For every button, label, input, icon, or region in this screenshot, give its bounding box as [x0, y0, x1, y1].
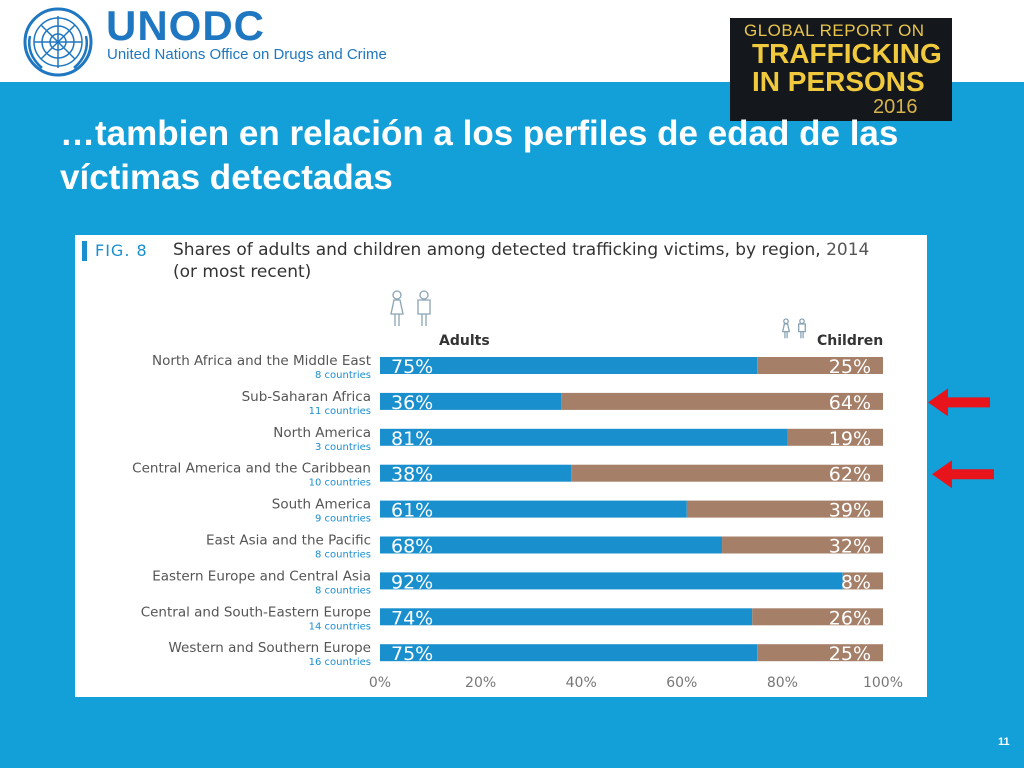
- bar-children: [757, 644, 883, 662]
- region-label: Central and South-Eastern Europe: [141, 604, 371, 620]
- region-label: Central America and the Caribbean: [132, 461, 371, 477]
- stacked-bar-chart: Adults Children North Africa and the Middl…: [132, 290, 903, 691]
- figure-label: FIG. 8: [95, 241, 148, 260]
- region-label: Western and Southern Europe: [168, 640, 371, 656]
- x-tick-label: 0%: [369, 675, 391, 691]
- bar-children: [686, 500, 883, 518]
- bar-children: [757, 357, 883, 374]
- label-adults: 68%: [391, 536, 433, 558]
- label-children: 8%: [841, 571, 871, 593]
- legend-children: Children: [817, 333, 883, 349]
- bar-adults: [380, 428, 788, 446]
- bar-adults: [380, 536, 723, 554]
- country-count: 3 countries: [315, 442, 371, 453]
- country-count: 11 countries: [309, 406, 371, 417]
- region-label: North America: [273, 425, 371, 441]
- figure-panel: FIG. 8 Shares of adults and children amo…: [75, 235, 927, 697]
- country-count: 16 countries: [309, 657, 371, 668]
- figure-title: Shares of adults and children among dete…: [173, 239, 925, 283]
- label-adults: 81%: [391, 428, 433, 450]
- label-children: 25%: [829, 356, 871, 378]
- report-cover-line2: TRAFFICKING: [752, 38, 942, 69]
- bar-adults: [380, 644, 758, 662]
- label-children: 26%: [829, 607, 871, 629]
- region-label: Eastern Europe and Central Asia: [152, 568, 371, 584]
- label-adults: 75%: [391, 356, 433, 378]
- label-adults: 92%: [391, 571, 433, 593]
- country-count: 14 countries: [309, 621, 371, 632]
- label-adults: 36%: [391, 392, 433, 414]
- label-children: 25%: [829, 643, 871, 665]
- report-cover: GLOBAL REPORT ON TRAFFICKING IN PERSONS …: [730, 18, 952, 121]
- bar-adults: [380, 500, 687, 518]
- figure-title-note: (or most recent): [173, 262, 312, 282]
- x-tick-label: 40%: [566, 675, 597, 691]
- region-label: South America: [272, 497, 371, 513]
- x-tick-label: 20%: [465, 675, 496, 691]
- label-adults: 75%: [391, 643, 433, 665]
- region-label: East Asia and the Pacific: [206, 533, 371, 549]
- figure-marker: [82, 241, 87, 261]
- adult-male-icon: [417, 290, 431, 326]
- figure-title-year: 2014: [826, 240, 870, 260]
- child-male-icon: [798, 318, 806, 339]
- un-emblem-icon: [23, 7, 93, 77]
- country-count: 10 countries: [309, 478, 371, 489]
- country-count: 8 countries: [315, 550, 371, 561]
- bar-adults: [380, 464, 572, 482]
- child-female-icon: [781, 318, 791, 339]
- country-count: 8 countries: [315, 585, 371, 596]
- slide-title: …tambien en relación a los perfiles de e…: [60, 114, 899, 197]
- bar-children: [561, 392, 883, 410]
- bar-children: [571, 464, 883, 482]
- bar-children: [842, 572, 883, 590]
- bar-children: [787, 428, 883, 446]
- x-tick-label: 60%: [666, 675, 697, 691]
- label-adults: 61%: [391, 500, 433, 522]
- label-adults: 74%: [391, 607, 433, 629]
- x-tick-label: 80%: [767, 675, 798, 691]
- x-tick-label: 100%: [863, 675, 903, 691]
- country-count: 8 countries: [315, 370, 371, 381]
- legend-adults: Adults: [439, 333, 490, 349]
- bar-adults: [380, 572, 843, 590]
- bar-adults: [380, 608, 753, 626]
- bar-children: [752, 608, 883, 626]
- brand-name: UNODC: [106, 2, 265, 49]
- country-count: 9 countries: [315, 514, 371, 525]
- label-children: 62%: [829, 464, 871, 486]
- label-children: 32%: [829, 536, 871, 558]
- label-children: 64%: [829, 392, 871, 414]
- bar-adults: [380, 392, 562, 410]
- bar-children: [722, 536, 883, 554]
- bar-adults: [380, 357, 758, 374]
- page-number: 11: [998, 736, 1010, 748]
- region-label: Sub-Saharan Africa: [242, 389, 371, 405]
- figure-title-text: Shares of adults and children among dete…: [173, 240, 821, 260]
- label-children: 39%: [829, 500, 871, 522]
- label-adults: 38%: [391, 464, 433, 486]
- region-label: North Africa and the Middle East: [152, 353, 371, 369]
- report-cover-line1: GLOBAL REPORT ON: [744, 21, 925, 40]
- brand-subtitle: United Nations Office on Drugs and Crime: [107, 46, 387, 63]
- report-cover-line3: IN PERSONS: [752, 66, 925, 97]
- label-children: 19%: [829, 428, 871, 450]
- report-cover-year: 2016: [873, 96, 918, 118]
- adult-female-icon: [390, 290, 404, 326]
